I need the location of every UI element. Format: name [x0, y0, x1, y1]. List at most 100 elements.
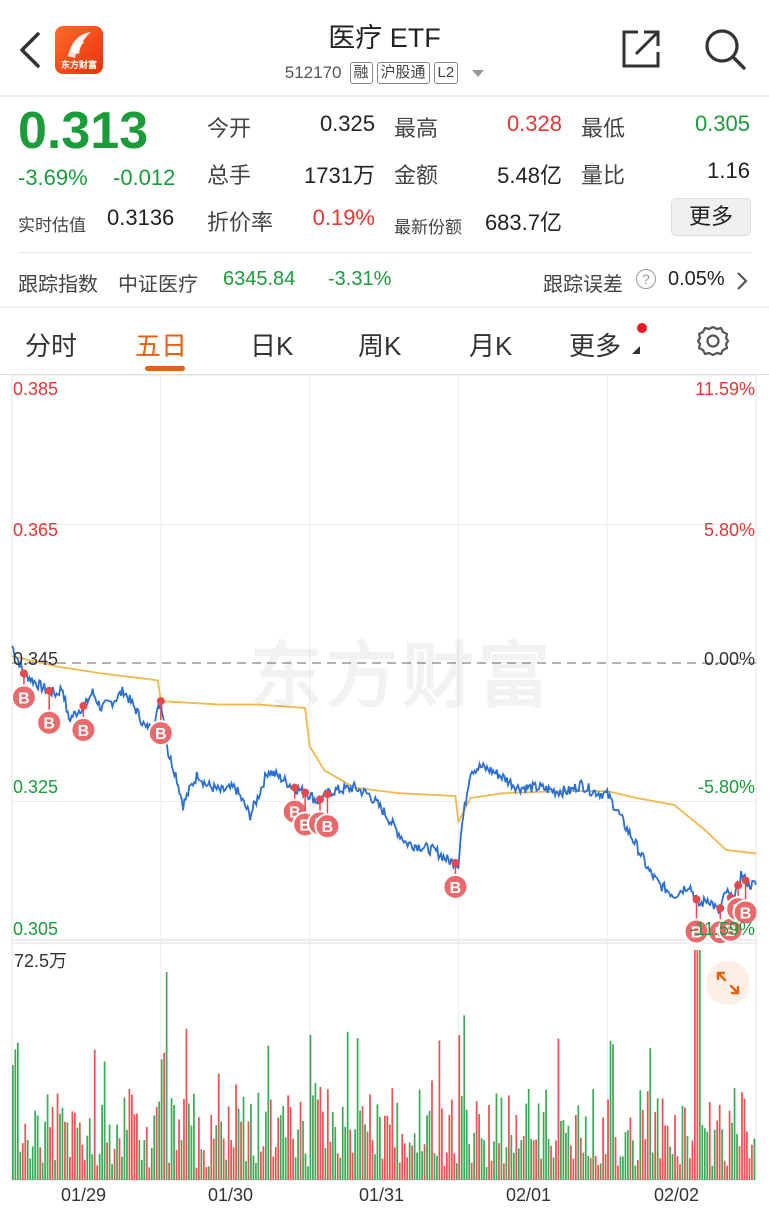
volume-bar — [743, 1098, 746, 1180]
volume-bar — [753, 1138, 756, 1180]
volume-bar — [215, 1125, 218, 1180]
volume-bar — [143, 1139, 146, 1180]
volume-bar — [426, 1115, 428, 1180]
volume-bar — [721, 1129, 724, 1180]
high-value: 0.328 — [506, 111, 562, 136]
volume-bar — [691, 1140, 694, 1180]
volume-bar — [475, 1101, 478, 1180]
volume-bar — [748, 1158, 751, 1180]
buy-marker-label: B — [691, 924, 703, 941]
tracking-error-value: 0.05% — [668, 268, 725, 290]
volume-bar — [54, 1160, 56, 1180]
volume-bar — [478, 1114, 480, 1180]
volume-bar — [540, 1158, 542, 1180]
volume-bar — [351, 1152, 354, 1180]
volume-bar — [681, 1105, 684, 1180]
volume-bar — [718, 1104, 721, 1180]
chart-tabs: 分时 五日 日K 周K 月K 更多 — [0, 308, 769, 374]
volume-bar — [29, 1158, 32, 1180]
volume-bar — [708, 1101, 711, 1180]
volume-bar — [654, 1112, 657, 1180]
volume-bar — [455, 1163, 458, 1180]
buy-marker-icon — [442, 873, 469, 900]
volume-bar — [614, 1137, 617, 1180]
tracking-index-row[interactable]: 跟踪指数 中证医疗 6345.84 -3.31% 跟踪误差 ? 0.05% — [0, 258, 769, 302]
volume-bar — [341, 1106, 344, 1180]
search-icon[interactable] — [702, 26, 748, 72]
chevron-down-icon[interactable] — [472, 69, 485, 77]
volume-bar — [441, 1108, 443, 1180]
tab-monthly-k[interactable]: 月K — [469, 331, 513, 361]
tab-daily-k[interactable]: 日K — [250, 331, 294, 361]
more-button[interactable]: 更多 — [671, 198, 751, 236]
volume-bar — [26, 1139, 29, 1180]
margin-tag: 融 — [349, 62, 373, 84]
volume-bar — [31, 1146, 34, 1180]
volume-bar — [515, 1114, 518, 1180]
level2-tag[interactable]: L2 — [433, 62, 459, 84]
volume-bar — [49, 1127, 51, 1180]
volume-bar — [76, 1127, 79, 1180]
volume-bar — [123, 1097, 126, 1180]
five-day-chart[interactable]: BBBBBBBBBBBBBB 东方财富 0.385 0.365 0.345 0.… — [0, 375, 769, 1214]
volume-bar — [483, 1140, 485, 1180]
volume-bar — [165, 971, 168, 1180]
volume-bar — [227, 1106, 230, 1180]
volume-bar — [384, 1115, 386, 1180]
volume-bar — [98, 1153, 101, 1180]
x-date-label: 02/01 — [506, 1185, 552, 1205]
volume-bar — [34, 1110, 37, 1180]
buy-marker-label: B — [18, 690, 30, 707]
volume-bar — [64, 1121, 66, 1180]
tab-weekly-k[interactable]: 周K — [358, 331, 402, 361]
volume-bar — [44, 1121, 46, 1180]
volume-bar — [443, 1165, 446, 1180]
volume-bar — [93, 1049, 96, 1180]
share-icon[interactable] — [618, 26, 664, 72]
volume-bar — [369, 1094, 371, 1180]
volume-bar — [604, 1153, 607, 1180]
volume-bar — [470, 1162, 473, 1180]
volume-bar — [245, 1161, 247, 1180]
x-date-label: 01/31 — [359, 1185, 405, 1205]
volume-bar — [190, 1125, 193, 1180]
estimate-label: 实时估值 — [18, 216, 86, 235]
volume-bar — [582, 1152, 585, 1180]
volume-bar — [552, 1157, 555, 1180]
chevron-right-icon[interactable] — [735, 271, 749, 291]
app-logo: 东方财富 — [55, 26, 103, 74]
volume-bar — [701, 1124, 704, 1180]
volume-bar — [83, 1160, 86, 1180]
volume-bar — [607, 1099, 609, 1180]
volume-bar — [292, 1138, 294, 1180]
fullscreen-button[interactable] — [706, 961, 750, 1005]
volume-bar — [448, 1114, 451, 1180]
volume-bar — [153, 1115, 156, 1180]
volume-bar — [711, 1165, 714, 1180]
volume-bar — [257, 1092, 260, 1180]
volume-bar — [473, 1133, 476, 1180]
tab-more[interactable]: 更多 — [569, 331, 622, 361]
volume-bar — [195, 1167, 198, 1180]
volume-bar — [594, 1155, 597, 1180]
volume-bar — [438, 1040, 441, 1180]
volume-bar — [698, 950, 701, 1180]
volume-bar — [684, 1107, 686, 1180]
tab-five-day[interactable]: 五日 — [135, 331, 188, 361]
gear-icon[interactable] — [696, 324, 730, 358]
average-price-line — [606, 790, 757, 855]
volume-bar — [612, 1044, 614, 1180]
volume-bar — [284, 1137, 287, 1180]
back-icon[interactable] — [14, 28, 50, 72]
tab-intraday[interactable]: 分时 — [25, 331, 78, 361]
volume-bar — [217, 1073, 220, 1180]
volume-bar — [163, 1052, 166, 1180]
notification-dot — [637, 323, 647, 333]
volume-bar — [550, 1145, 552, 1180]
volume-bar — [493, 1141, 495, 1180]
y-tick-left: 0.385 — [13, 379, 59, 399]
help-icon[interactable]: ? — [636, 269, 656, 289]
volume-bar — [733, 1088, 736, 1180]
y-tick-right: -11.59% — [689, 919, 755, 939]
volume-bar — [91, 1154, 94, 1180]
